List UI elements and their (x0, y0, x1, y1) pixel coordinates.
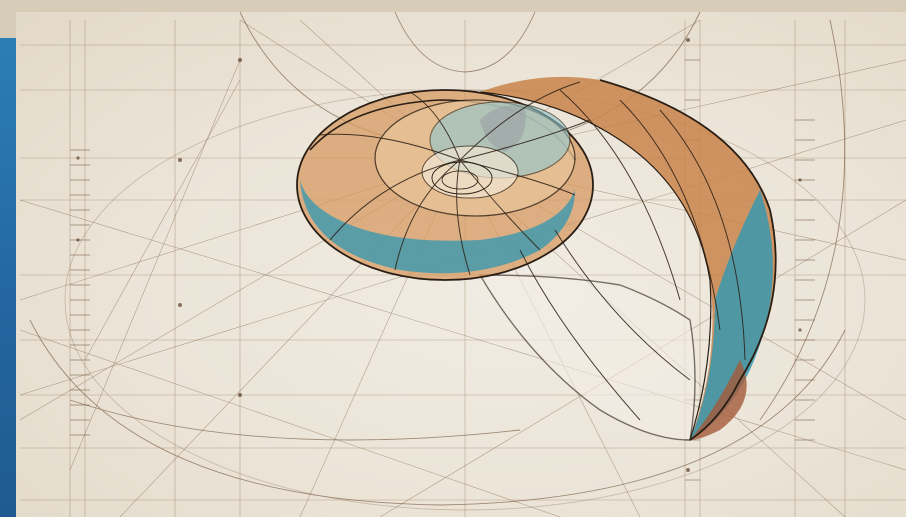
tick-ladder-left (70, 149, 90, 436)
scale-marks (76, 38, 802, 472)
blue-side-bar (0, 38, 16, 517)
tick-ladder-right (685, 59, 815, 481)
shell-outer-whorl (478, 76, 777, 441)
shell-main-whorl (296, 89, 594, 281)
shell-meridians (319, 81, 746, 421)
construction-arcs (29, 11, 866, 511)
